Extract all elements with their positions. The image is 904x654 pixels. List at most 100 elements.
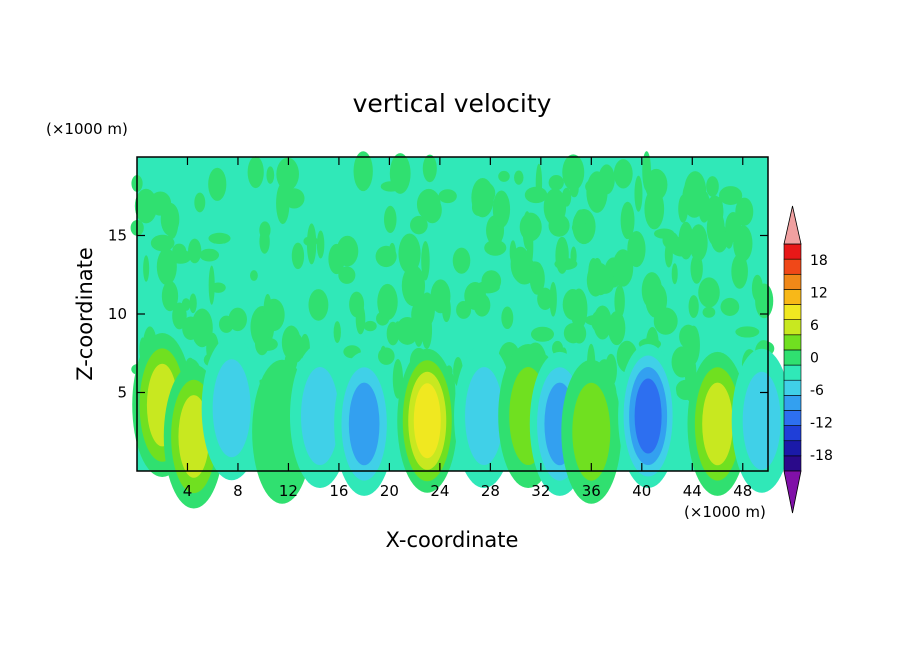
weak-updraft-patch <box>548 175 564 191</box>
weak-updraft-patch <box>380 345 387 363</box>
weak-updraft-patch <box>664 241 673 268</box>
y-tick-label: 15 <box>108 227 127 245</box>
weak-updraft-patch <box>514 170 524 185</box>
weak-updraft-patch <box>725 211 742 242</box>
weak-updraft-patch <box>377 283 398 321</box>
weak-updraft-patch <box>678 194 688 223</box>
velocity-contour <box>300 367 339 466</box>
weak-updraft-patch <box>281 325 301 360</box>
velocity-cell <box>334 351 395 496</box>
x-tick-label: 4 <box>183 482 193 500</box>
weak-updraft-patch <box>731 253 748 289</box>
colorbar-swatch <box>783 334 802 351</box>
weak-updraft-patch <box>291 242 305 270</box>
weak-updraft-patch <box>608 310 626 346</box>
colorbar-tick-label: 0 <box>810 351 819 367</box>
weak-updraft-patch <box>642 151 651 191</box>
weak-updraft-patch <box>199 248 220 262</box>
velocity-contour <box>634 378 662 454</box>
weak-updraft-patch <box>254 331 270 356</box>
weak-updraft-patch <box>208 232 231 244</box>
weak-updraft-patch <box>644 188 665 230</box>
weak-updraft-patch <box>398 233 421 274</box>
weak-updraft-patch <box>401 265 426 307</box>
weak-updraft-patch <box>620 201 635 240</box>
weak-updraft-patch <box>410 215 428 235</box>
plot-area <box>130 151 792 509</box>
weak-updraft-patch <box>613 159 633 189</box>
y-tick-label: 5 <box>117 384 127 402</box>
weak-updraft-patch <box>266 166 275 184</box>
colorbar-swatch <box>783 455 802 472</box>
weak-updraft-patch <box>688 295 699 319</box>
weak-updraft-patch <box>333 321 341 343</box>
weak-updraft-patch <box>543 188 567 226</box>
weak-updraft-patch <box>208 167 227 201</box>
weak-updraft-patch <box>276 182 290 225</box>
x-unit-label: (×1000 m) <box>684 503 766 521</box>
weak-updraft-patch <box>526 225 534 267</box>
velocity-cell <box>618 344 679 489</box>
colorbar-swatch <box>783 349 802 366</box>
velocity-contour <box>212 359 251 458</box>
weak-updraft-patch <box>484 239 507 256</box>
weak-updraft-patch <box>552 340 563 356</box>
chart-title: vertical velocity <box>353 89 552 118</box>
weak-updraft-patch <box>555 236 569 274</box>
weak-updraft-patch <box>165 206 179 239</box>
weak-updraft-patch <box>422 154 437 183</box>
y-axis: 5 10 15 <box>108 227 768 402</box>
weak-updraft-patch <box>671 346 693 378</box>
colorbar-swatch <box>783 304 802 320</box>
weak-updraft-patch <box>456 301 472 319</box>
weak-updraft-patch <box>570 288 588 330</box>
weak-updraft-patch <box>501 306 514 330</box>
colorbar-swatch <box>783 243 802 260</box>
weak-updraft-patch <box>634 175 643 212</box>
weak-updraft-patch <box>149 191 172 216</box>
weak-updraft-patch <box>276 157 299 191</box>
weak-updraft-patch <box>627 231 646 268</box>
weak-updraft-patch <box>537 287 553 311</box>
weak-updraft-patch <box>641 272 663 309</box>
colorbar: -18 -12 -6 0 6 12 18 <box>783 205 833 514</box>
weak-updraft-patch <box>210 282 226 293</box>
colorbar-swatch <box>783 364 802 381</box>
weak-updraft-patch <box>191 308 213 348</box>
velocity-contour <box>178 395 210 478</box>
weak-updraft-patch <box>161 280 179 312</box>
y-axis-label: Z-coordinate <box>73 247 97 381</box>
weak-updraft-patch <box>575 209 587 228</box>
colorbar-swatch <box>783 410 802 426</box>
colorbar-swatch <box>783 425 802 442</box>
weak-updraft-patch <box>653 307 678 335</box>
weak-updraft-patch <box>698 277 720 308</box>
weak-updraft-patch <box>150 234 175 252</box>
colorbar-tick-label: 12 <box>810 286 828 302</box>
weak-updraft-patch <box>679 324 698 349</box>
weak-updraft-patch <box>720 297 740 316</box>
weak-updraft-patch <box>438 189 457 204</box>
velocity-contour <box>742 371 781 470</box>
velocity-cell <box>561 359 622 504</box>
x-tick-label: 44 <box>683 482 702 500</box>
colorbar-tick-label: 6 <box>810 318 819 334</box>
x-tick-label: 12 <box>279 482 298 500</box>
x-tick-label: 16 <box>329 482 348 500</box>
weak-updraft-patch <box>355 303 366 335</box>
x-tick-label: 36 <box>582 482 601 500</box>
weak-updraft-patch <box>442 296 451 323</box>
velocity-cell <box>397 348 458 493</box>
weak-updraft-patch <box>411 299 432 331</box>
weak-updraft-patch <box>228 307 247 332</box>
weak-updraft-patch <box>509 240 517 264</box>
weak-updraft-patch <box>671 263 678 285</box>
colorbar-tick-label: -12 <box>810 415 833 431</box>
weak-updraft-patch <box>143 255 150 282</box>
weak-updraft-patch <box>593 305 612 340</box>
weak-updraft-patch <box>471 177 494 218</box>
velocity-contour <box>465 367 504 466</box>
weak-updraft-patch <box>586 264 605 297</box>
velocity-contour <box>702 382 733 466</box>
